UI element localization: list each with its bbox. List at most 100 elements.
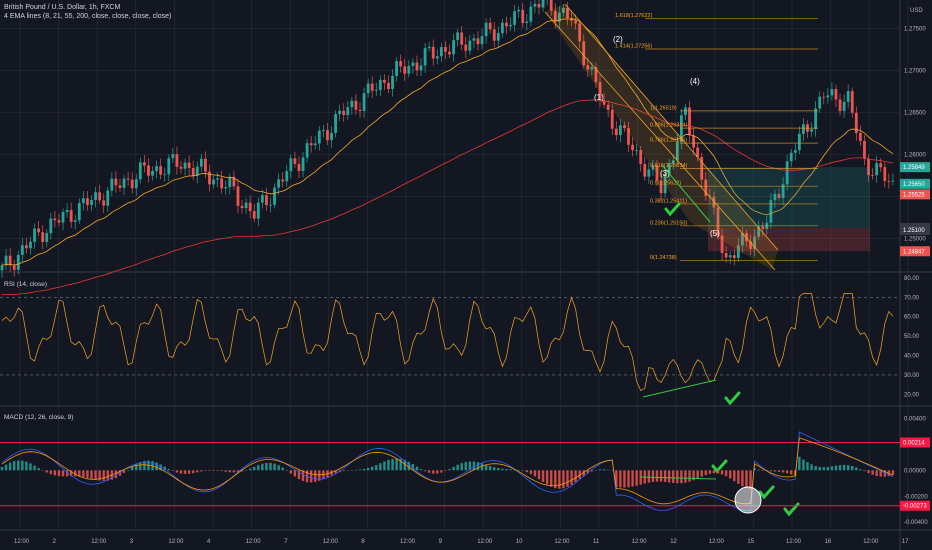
macd-histogram-bar: [159, 464, 162, 471]
candle-body: [142, 162, 146, 166]
candle-body: [439, 47, 443, 57]
macd-histogram-bar: [114, 470, 118, 479]
macd-histogram-bar: [106, 470, 109, 481]
candle-body: [309, 143, 313, 146]
x-tick-label: 3: [130, 539, 134, 545]
candle-body: [90, 199, 93, 205]
macd-histogram-bar: [846, 465, 850, 471]
macd-histogram-bar: [135, 464, 138, 471]
x-tick-label: 12: [670, 539, 677, 545]
price-label-box: [900, 246, 930, 257]
candle-body: [736, 245, 740, 259]
candle-body: [411, 62, 415, 66]
candle-body: [610, 109, 614, 129]
rsi-tick-label: 80.00: [904, 276, 920, 282]
x-tick-label: 12:00: [632, 539, 648, 545]
macd-histogram-bar: [163, 466, 166, 471]
fib-label: 0(1.24738): [650, 255, 677, 261]
x-tick-label: 8: [361, 539, 365, 545]
candle-body: [753, 236, 757, 249]
candle-body: [509, 24, 512, 27]
macd-histogram-bar: [273, 463, 276, 471]
x-tick-label: 7: [284, 539, 288, 545]
macd-histogram-bar: [387, 459, 390, 471]
candle-body: [822, 96, 826, 98]
macd-histogram-bar: [533, 470, 537, 477]
candle-body: [464, 44, 468, 51]
macd-histogram-bar: [623, 470, 626, 488]
macd-histogram-bar: [851, 465, 854, 471]
candle-body: [797, 133, 801, 151]
macd-histogram-bar: [513, 469, 516, 471]
candle-body: [4, 255, 8, 266]
macd-histogram-bar: [863, 470, 866, 472]
macd-histogram-bar: [432, 470, 435, 474]
x-axis: 12:00 2 12:00 3 12:00 4 12:00 7 12:00 8 12:00 9 12:0…: [14, 539, 909, 545]
candle-body: [301, 157, 305, 172]
candle-body: [728, 255, 732, 258]
candle-body: [472, 38, 476, 41]
candle-body: [704, 179, 708, 196]
macd-histogram-bar: [244, 470, 248, 471]
candle-body: [86, 198, 89, 205]
macd-histogram-bar: [391, 458, 394, 471]
macd-histogram-bar: [25, 461, 28, 471]
macd-histogram-bar: [720, 470, 724, 475]
candle-body: [350, 100, 354, 108]
candles: [0, 0, 895, 278]
fib-label: 1.618(1.27622): [615, 13, 652, 19]
candle-body: [696, 147, 700, 158]
candle-body: [614, 128, 618, 136]
symbol-title: British Pound / U.S. Dollar, 1h, FXCM: [4, 4, 121, 11]
candle-body: [741, 233, 744, 246]
rsi-tick-label: 20.00: [904, 392, 920, 398]
macd-histogram-bar: [224, 470, 227, 472]
candle-body: [586, 65, 590, 70]
macd-histogram-bar: [342, 470, 345, 472]
candle-body: [179, 166, 183, 169]
macd-tick-label: -0.00400: [904, 520, 928, 526]
candle-body: [667, 163, 671, 175]
macd-histogram-bar: [8, 462, 12, 471]
candle-body: [529, 6, 533, 22]
candle-body: [399, 61, 403, 67]
macd-tick-label: -0.00200: [904, 494, 928, 500]
candle-body: [716, 207, 720, 236]
candle-body: [183, 162, 187, 169]
fib-label: 0.786(1.26135): [650, 138, 687, 144]
x-tick-label: 12:00: [477, 539, 493, 545]
profit-zone: [708, 167, 870, 228]
macd-histogram-bar: [814, 465, 817, 471]
macd-histogram-bar: [57, 470, 61, 477]
candle-body: [745, 233, 748, 242]
macd-histogram-bar: [232, 470, 236, 473]
candle-body: [342, 110, 346, 116]
macd-histogram-bar: [468, 461, 472, 471]
macd-histogram-bar: [606, 469, 610, 471]
candle-body: [240, 205, 244, 209]
macd-histogram-bar: [558, 470, 561, 489]
candle-body: [403, 66, 407, 74]
macd-histogram-bar: [309, 470, 313, 483]
candle-body: [12, 265, 16, 270]
candle-body: [846, 91, 850, 102]
candle-body: [216, 178, 220, 180]
macd-histogram-bar: [143, 460, 146, 471]
candle-body: [773, 193, 777, 201]
macd-histogram-bar: [586, 470, 590, 474]
candle-body: [769, 200, 773, 223]
macd-histogram-bar: [436, 470, 439, 474]
candle-body: [33, 228, 36, 242]
candle-body: [627, 128, 630, 145]
candle-body: [456, 32, 460, 41]
candle-body: [285, 171, 289, 182]
candle-body: [631, 144, 634, 151]
candle-body: [49, 218, 53, 234]
trend-arrow: [661, 164, 711, 223]
candle-body: [114, 178, 118, 186]
macd-histogram-bar: [769, 470, 773, 472]
macd-histogram-bar: [130, 466, 134, 471]
candle-body: [842, 101, 846, 112]
candle-body: [712, 196, 716, 208]
